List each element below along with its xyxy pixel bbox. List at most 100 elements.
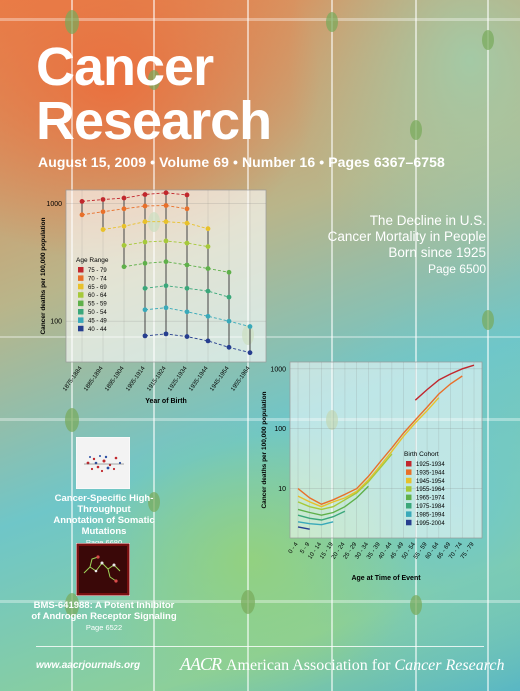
data-point xyxy=(142,192,148,197)
series-line xyxy=(297,397,440,508)
x-tick-label: 75 - 79 xyxy=(460,541,476,560)
data-point xyxy=(142,307,148,313)
journal-url[interactable]: www.aacrjournals.org xyxy=(36,660,141,671)
data-point xyxy=(184,262,190,268)
series-line xyxy=(144,333,251,354)
legend-label: 1975-1984 xyxy=(416,504,445,510)
legend-swatch xyxy=(406,477,412,484)
x-tick-label: 1885-1894 xyxy=(83,365,105,392)
data-point xyxy=(142,219,148,225)
data-point xyxy=(142,285,148,291)
legend-swatch xyxy=(406,469,412,475)
feature-headline: The Decline in U.S. Cancer Mortality in … xyxy=(327,213,486,260)
issue-info: August 15, 2009 • Volume 69 • Number 16 … xyxy=(38,154,445,170)
chart-mortality-by-birth-year: 100 1000 1875-1884 1885-1894 1895-1904 1905-… xyxy=(40,189,267,405)
data-point xyxy=(226,344,232,350)
y-tick-label: 1000 xyxy=(46,201,62,208)
journal-title-line2: Research xyxy=(36,91,272,151)
data-point xyxy=(205,244,211,249)
legend-swatch xyxy=(406,494,412,501)
legend-swatch xyxy=(406,519,412,526)
data-point xyxy=(163,305,169,311)
legend-label: 1925-1934 xyxy=(416,462,445,468)
series-line xyxy=(297,526,310,530)
x-tick-label: 1915-1924 xyxy=(146,365,168,392)
series-line xyxy=(102,221,209,230)
x-tick-label: 1955-1964 xyxy=(230,365,252,392)
legend-swatch xyxy=(78,267,84,273)
data-point xyxy=(163,190,169,196)
thumbnail2-caption-block[interactable]: BMS-641988: A Potent Inhibitor of Androg… xyxy=(30,600,178,633)
chart1-x-axis-label: Year of Birth xyxy=(145,398,187,405)
series-line xyxy=(144,307,251,328)
feature-article[interactable]: The Decline in U.S. Cancer Mortality in … xyxy=(326,213,486,277)
legend-swatch xyxy=(78,275,84,281)
series-line xyxy=(297,485,369,516)
data-point xyxy=(184,334,190,339)
chart1-legend: Age Range 75 - 79 70 - 74 65 - 69 60 - 64 55 … xyxy=(76,257,109,333)
series-line xyxy=(297,375,463,505)
legend-label: 1935-1944 xyxy=(416,470,445,476)
data-point xyxy=(205,266,211,271)
data-point xyxy=(121,223,127,229)
series-line xyxy=(123,261,230,273)
legend-swatch xyxy=(78,325,84,332)
data-point xyxy=(184,285,190,291)
chart2-x-axis-label: Age at Time of Event xyxy=(351,575,421,582)
data-point xyxy=(184,309,190,315)
legend-label: 1945-1954 xyxy=(416,479,445,485)
molecule-thumbnail[interactable] xyxy=(76,543,130,596)
series-line xyxy=(414,364,475,401)
data-point xyxy=(79,199,85,204)
legend-label: 60 - 64 xyxy=(88,293,107,299)
series-line xyxy=(81,205,188,216)
y-tick-label: 10 xyxy=(278,486,286,493)
data-point xyxy=(205,338,211,344)
data-point xyxy=(205,288,211,294)
publisher-name: American Association for Cancer Research xyxy=(226,657,504,675)
data-point xyxy=(205,313,211,319)
publisher-name-bold: Cancer Research xyxy=(394,657,505,674)
legend-swatch xyxy=(406,511,412,517)
chart2-y-axis-label: Cancer deaths per 100,000 population xyxy=(261,391,268,508)
x-tick-label: 1925-1934 xyxy=(167,365,189,392)
series-line xyxy=(81,192,188,202)
mutation-annotation-thumbnail[interactable] xyxy=(76,437,130,489)
y-tick-label: 100 xyxy=(274,426,286,433)
data-point xyxy=(163,203,169,208)
data-point xyxy=(142,260,148,266)
data-point xyxy=(142,203,148,209)
thumbnail1-caption: Cancer-Specific High-Throughput Annotati… xyxy=(53,493,155,537)
legend-swatch xyxy=(78,317,84,323)
legend-swatch xyxy=(78,300,84,307)
series-line xyxy=(297,521,334,526)
data-point xyxy=(100,227,106,232)
data-point xyxy=(79,212,85,218)
y-tick-label: 100 xyxy=(50,319,62,326)
legend-label: 1995-2004 xyxy=(416,521,445,527)
legend-label: 1955-1964 xyxy=(416,487,445,493)
data-point xyxy=(226,318,232,324)
data-point xyxy=(121,195,127,201)
series-line xyxy=(297,510,346,521)
data-point xyxy=(163,238,169,244)
thumbnail2-caption: BMS-641988: A Potent Inhibitor of Androg… xyxy=(31,600,177,622)
legend-label: 55 - 59 xyxy=(88,302,107,308)
legend-title: Age Range xyxy=(76,257,109,264)
data-point xyxy=(121,264,127,270)
x-tick-label: 1875-1884 xyxy=(62,365,84,392)
legend-swatch xyxy=(406,486,412,492)
data-point xyxy=(163,331,169,337)
legend-label: 65 - 69 xyxy=(88,285,107,291)
x-tick-label: 1895-1904 xyxy=(104,365,126,392)
thumbnail1-caption-block[interactable]: Cancer-Specific High-Throughput Annotati… xyxy=(52,493,156,548)
legend-label: 50 - 54 xyxy=(88,310,107,316)
series-line xyxy=(297,453,393,511)
data-point xyxy=(184,192,190,198)
chart1-y-axis-label: Cancer deaths per 100,000 population xyxy=(40,217,47,334)
legend-label: 1985-1994 xyxy=(416,512,445,518)
data-point xyxy=(142,333,148,339)
data-point xyxy=(163,259,169,265)
legend-swatch xyxy=(406,461,412,467)
